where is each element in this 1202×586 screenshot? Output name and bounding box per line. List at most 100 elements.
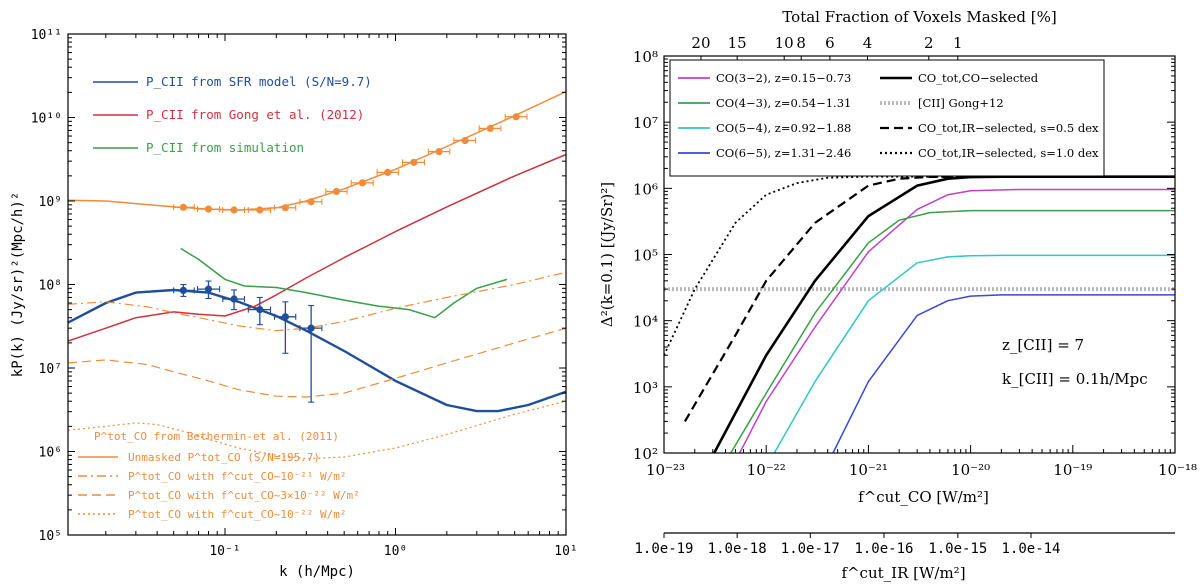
series-line — [68, 153, 566, 342]
data-point — [204, 205, 213, 213]
x-tick-label: 10⁻¹⁸ — [1158, 461, 1197, 479]
left-y-axis-label: kP(k) (Jy/sr)²(Mpc/h)² — [10, 192, 26, 377]
series-line — [730, 209, 1175, 453]
data-point — [332, 187, 340, 196]
data-point — [384, 168, 392, 177]
right-x-axis-label: f^cut_CO [W/m²] — [858, 488, 989, 506]
data-point — [512, 113, 520, 121]
y-tick-label: 10¹¹ — [31, 28, 62, 43]
legend-label: P^tot_CO with f^cut_CO~10⁻²¹ W/m² — [128, 470, 347, 483]
secondary-tick-label: 1.0e-18 — [708, 541, 767, 557]
top-tick-label: 4 — [863, 34, 873, 52]
data-point — [307, 198, 315, 206]
secondary-tick-label: 1.0e-16 — [854, 541, 913, 557]
right-legend: CO(3−2), z=0.15−0.73 CO(4−3), z=0.54−1.31… — [669, 59, 1105, 177]
top-tick-label: 10 — [775, 34, 794, 52]
series-line — [68, 327, 566, 398]
secondary-tick-label: 1.0e-14 — [1001, 541, 1060, 557]
series-line — [68, 400, 566, 460]
data-point — [281, 204, 289, 212]
right-secondary-axis-label: f^cut_IR [W/m²] — [841, 564, 965, 582]
y-tick-label: 10⁶ — [39, 446, 62, 461]
annotation-label: k_[CII] = 0.1h/Mpc — [1002, 370, 1148, 388]
legend-label: P_CII from SFR model (S/N=9.7) — [146, 74, 372, 89]
left-legend-bottom: P^tot_CO from Bethermin-et al. (2011) Unm… — [78, 430, 360, 521]
top-tick-label: 8 — [796, 34, 806, 52]
top-tick-label: 15 — [728, 34, 747, 52]
data-point — [230, 295, 238, 303]
top-tick-label: 6 — [825, 34, 835, 52]
left-axis-ticks: 10⁻¹ 10⁰ 10¹ 10⁵ 10⁶ 10⁷ 10⁸ 10⁹ 10¹⁰ 10¹¹ — [31, 28, 578, 559]
right-top-axis-label: Total Fraction of Voxels Masked [%] — [782, 8, 1056, 26]
y-tick-label: 10³ — [633, 379, 658, 397]
annotation-label: z_[CII] = 7 — [1002, 336, 1084, 354]
left-series-layer — [68, 90, 566, 460]
legend-label: Unmasked P^tot_CO (S/N=195.7) — [128, 451, 320, 464]
data-point — [461, 136, 469, 145]
y-tick-label: 10⁹ — [39, 195, 62, 210]
x-tick-label: 10⁰ — [384, 544, 407, 559]
right-annotations: z_[CII] = 7 k_[CII] = 0.1h/Mpc — [1002, 336, 1148, 388]
legend-title: P^tot_CO from Bethermin-et al. (2011) — [94, 430, 339, 443]
legend-label: CO_tot,IR−selected, s=1.0 dex — [918, 146, 1099, 160]
top-tick-label: 2 — [924, 34, 934, 52]
right-chart: 10⁻²³ 10⁻²² 10⁻²¹ 10⁻²⁰ 10⁻¹⁹ 10⁻¹⁸ 10² 10³ 10⁴ 1… — [598, 8, 1197, 582]
series-line — [832, 294, 1175, 453]
series-line — [713, 175, 1175, 453]
data-point — [230, 206, 238, 214]
right-y-axis-label: Δ²(k=0.1) [(Jy/Sr)²] — [598, 182, 616, 327]
left-errorbars-layer — [173, 113, 528, 403]
left-legend-top: P_CII from SFR model (S/N=9.7) P_CII from… — [93, 74, 372, 155]
y-tick-label: 10¹⁰ — [31, 112, 62, 127]
series-line — [68, 288, 566, 413]
right-secondary-axis: 1.0e-19 1.0e-18 1.0e-17 1.0e-16 1.0e-15 1.0e-… — [634, 532, 1175, 557]
top-tick-label: 1 — [953, 34, 963, 52]
legend-label: [CII] Gong+12 — [918, 96, 1004, 110]
series-line — [664, 175, 1175, 356]
legend-label: P^tot_CO with f^cut_CO~10⁻²² W/m² — [128, 508, 347, 521]
x-tick-label: 10⁻²² — [747, 461, 786, 479]
data-point — [435, 148, 443, 156]
secondary-tick-label: 1.0e-17 — [781, 541, 840, 557]
x-tick-label: 10⁻²⁰ — [951, 461, 990, 479]
legend-label: CO(5−4), z=0.92−1.88 — [716, 121, 851, 135]
y-tick-label: 10⁶ — [633, 180, 658, 198]
legend-label: CO(3−2), z=0.15−0.73 — [716, 71, 851, 85]
left-x-axis-label: k (h/Mpc) — [279, 564, 355, 580]
y-tick-label: 10⁵ — [39, 529, 62, 544]
series-line — [180, 247, 508, 319]
right-series-layer — [664, 175, 1175, 453]
legend-box — [669, 59, 1105, 177]
data-point — [179, 286, 187, 294]
legend-label: CO_tot,CO−selected — [918, 71, 1039, 85]
secondary-tick-label: 1.0e-19 — [634, 541, 693, 557]
y-tick-label: 10⁸ — [39, 279, 62, 294]
data-point — [486, 124, 494, 133]
data-point — [410, 158, 418, 166]
legend-label: P_CII from Gong et al. (2012) — [146, 107, 364, 122]
y-tick-label: 10² — [633, 445, 658, 463]
series-line — [68, 271, 566, 332]
legend-label: P^tot_CO with f^cut_CO~3×10⁻²² W/m² — [128, 489, 360, 502]
data-point — [281, 313, 289, 321]
y-tick-label: 10⁴ — [633, 313, 658, 331]
legend-label: CO(6−5), z=1.31−2.46 — [716, 146, 851, 160]
right-top-axis-ticks: 20 15 10 8 6 4 2 1 — [691, 34, 963, 64]
legend-label: CO_tot,IR−selected, s=0.5 dex — [918, 121, 1099, 135]
data-point — [256, 206, 264, 214]
y-tick-label: 10⁷ — [39, 362, 62, 377]
x-tick-label: 10¹ — [554, 544, 577, 559]
series-line — [739, 188, 1175, 453]
x-tick-label: 10⁻²³ — [646, 461, 685, 479]
x-tick-label: 10⁻¹ — [209, 544, 240, 559]
data-point — [307, 324, 315, 332]
x-tick-label: 10⁻¹⁹ — [1053, 461, 1092, 479]
x-tick-label: 10⁻²¹ — [849, 461, 888, 479]
y-tick-label: 10⁸ — [633, 48, 658, 66]
y-tick-label: 10⁵ — [633, 247, 658, 265]
data-point — [204, 285, 213, 293]
top-tick-label: 20 — [691, 34, 710, 52]
legend-label: P_CII from simulation — [146, 140, 304, 155]
series-line — [773, 254, 1175, 453]
